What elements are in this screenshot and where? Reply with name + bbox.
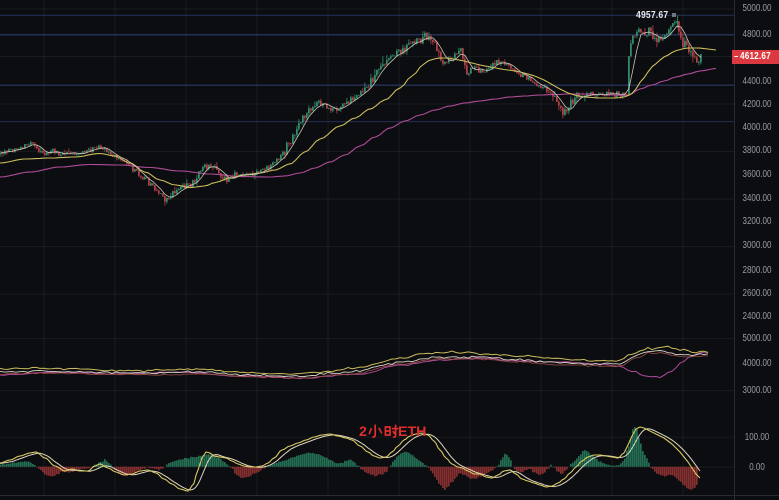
svg-text:2: 2 bbox=[359, 424, 367, 440]
svg-text:ETH: ETH bbox=[398, 424, 426, 440]
